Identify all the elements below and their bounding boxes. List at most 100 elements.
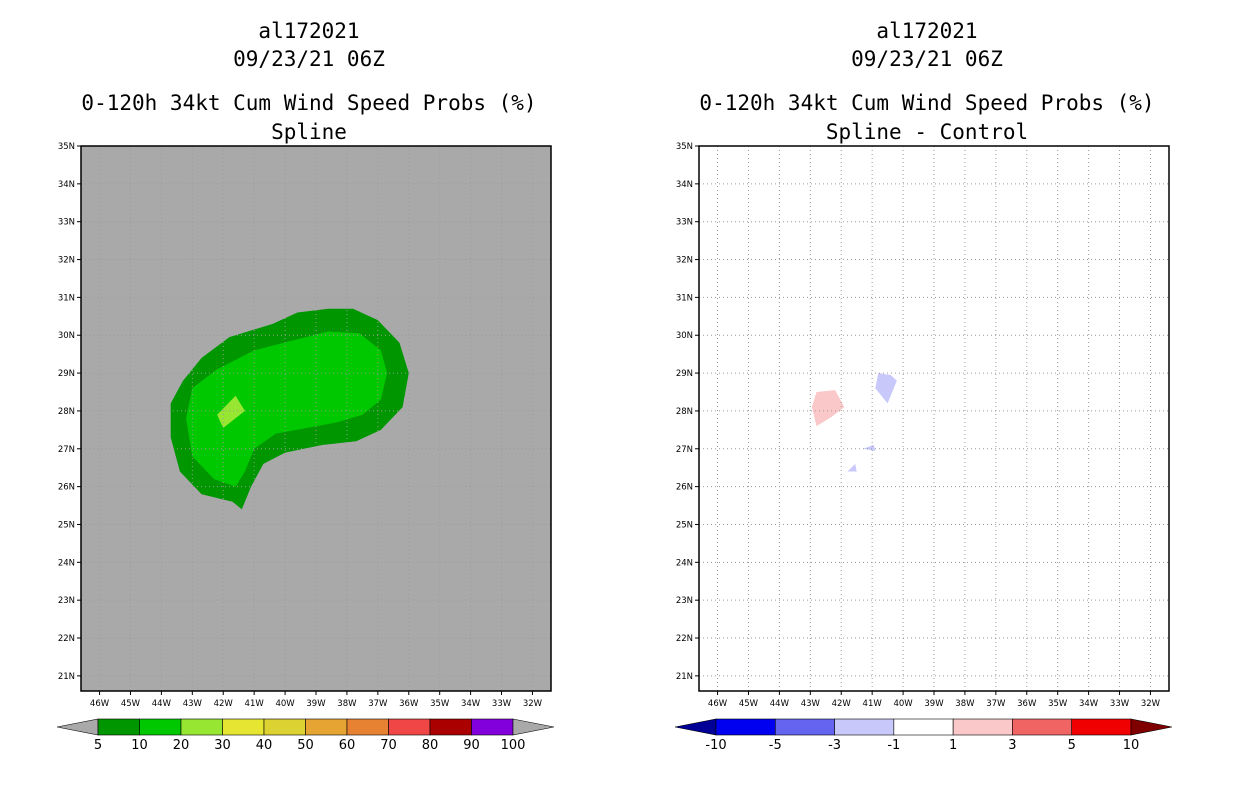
right-lon-label-14: 32W — [1141, 699, 1161, 709]
left-colorbar-swatch-6 — [346, 718, 389, 736]
right-lon-label-11: 35W — [1048, 699, 1068, 709]
right-lon-label-0: 46W — [708, 699, 728, 709]
left-colorbar-label-7: 70 — [380, 738, 397, 753]
left-lat-label-4: 31N — [58, 293, 75, 303]
right-lat-label-12: 23N — [676, 596, 693, 606]
left-lon-label-14: 32W — [523, 699, 543, 709]
left-colorbar-swatch-2 — [180, 718, 223, 736]
left-lon-label-0: 46W — [90, 699, 110, 709]
right-colorbar-label-4: 1 — [949, 738, 957, 753]
left-colorbar-high-extend — [512, 718, 555, 736]
left-colorbar-low-extend — [56, 718, 99, 736]
right-colorbar-swatch-5 — [1012, 718, 1073, 736]
left-lon-label-12: 34W — [461, 699, 481, 709]
left-colorbar-label-0: 5 — [94, 738, 102, 753]
right-lon-label-10: 36W — [1017, 699, 1037, 709]
left-lon-label-4: 42W — [214, 699, 234, 709]
right-colorbar-label-0: -10 — [705, 738, 726, 753]
right-lat-label-5: 30N — [676, 331, 693, 341]
left-lat-label-7: 28N — [58, 407, 75, 417]
left-colorbar-swatch-0 — [97, 718, 140, 736]
left-lat-label-12: 23N — [58, 596, 75, 606]
left-colorbar-label-9: 90 — [463, 738, 480, 753]
right-lat-label-2: 33N — [676, 218, 693, 228]
right-lon-label-13: 33W — [1110, 699, 1130, 709]
left-lat-label-5: 30N — [58, 331, 75, 341]
left-colorbar-swatch-4 — [263, 718, 306, 736]
right-lon-label-9: 37W — [986, 699, 1006, 709]
left-chart-subtitle: Spline — [271, 120, 347, 144]
left-datetime: 09/23/21 06Z — [233, 47, 385, 71]
left-lon-label-5: 41W — [245, 699, 265, 709]
left-colorbar-label-5: 50 — [297, 738, 314, 753]
right-lat-label-8: 27N — [676, 445, 693, 455]
right-lat-label-14: 21N — [676, 672, 693, 682]
left-colorbar-swatch-9 — [471, 718, 514, 736]
right-lat-label-1: 34N — [676, 180, 693, 190]
right-colorbar-swatch-4 — [952, 718, 1013, 736]
right-map-panel: 35N 34N 33N 32N 31N 30N 29N 28N 27N 26N 25N 24N 23N 2… — [674, 142, 1173, 753]
left-lat-label-6: 29N — [58, 369, 75, 379]
right-lat-label-3: 32N — [676, 256, 693, 266]
left-lat-label-10: 25N — [58, 520, 75, 530]
right-contour-region-3 — [847, 463, 857, 472]
right-lat-label-0: 35N — [676, 142, 693, 152]
right-contour-region-1 — [875, 373, 897, 404]
left-map-panel: 35N 34N 33N 32N 31N 30N 29N 28N 27N 26N 25N 24N 23N 2… — [56, 142, 555, 753]
left-colorbar-label-10: 100 — [501, 738, 526, 753]
left-lon-label-10: 36W — [399, 699, 419, 709]
left-contour-region-1 — [186, 331, 388, 487]
right-colorbar-label-1: -5 — [769, 738, 782, 753]
right-lat-label-11: 24N — [676, 558, 693, 568]
right-colorbar-high-extend — [1130, 718, 1173, 736]
left-lon-label-3: 43W — [183, 699, 203, 709]
left-lat-label-9: 26N — [58, 483, 75, 493]
left-chart-title: 0-120h 34kt Cum Wind Speed Probs (%) — [81, 91, 537, 115]
right-colorbar-swatch-2 — [834, 718, 895, 736]
right-colorbar-label-7: 10 — [1123, 738, 1140, 753]
left-lon-label-6: 40W — [275, 699, 295, 709]
left-colorbar-label-3: 30 — [214, 738, 231, 753]
right-colorbar-swatch-1 — [774, 718, 835, 736]
right-colorbar-swatch-0 — [715, 718, 776, 736]
right-colorbar-label-2: -3 — [828, 738, 841, 753]
right-lat-label-7: 28N — [676, 407, 693, 417]
right-lat-label-9: 26N — [676, 483, 693, 493]
left-lat-label-1: 34N — [58, 180, 75, 190]
right-lon-label-6: 40W — [893, 699, 913, 709]
right-lat-label-10: 25N — [676, 520, 693, 530]
left-lat-label-8: 27N — [58, 445, 75, 455]
right-lon-label-3: 43W — [801, 699, 821, 709]
left-lon-label-2: 44W — [152, 699, 172, 709]
right-datetime: 09/23/21 06Z — [851, 47, 1003, 71]
left-colorbar-label-6: 60 — [339, 738, 356, 753]
right-lon-label-4: 42W — [832, 699, 852, 709]
right-chart-subtitle: Spline - Control — [825, 120, 1029, 144]
right-lon-label-5: 41W — [863, 699, 883, 709]
right-lon-label-1: 45W — [739, 699, 759, 709]
left-lat-label-3: 32N — [58, 256, 75, 266]
left-lon-label-13: 33W — [492, 699, 512, 709]
left-contour-region-2 — [217, 395, 245, 428]
right-lat-label-6: 29N — [676, 369, 693, 379]
left-lat-label-13: 22N — [58, 634, 75, 644]
left-lon-label-8: 38W — [337, 699, 357, 709]
left-lat-label-11: 24N — [58, 558, 75, 568]
left-lon-label-7: 39W — [306, 699, 326, 709]
right-lon-label-2: 44W — [770, 699, 790, 709]
right-lat-label-13: 22N — [676, 634, 693, 644]
right-lat-label-4: 31N — [676, 293, 693, 303]
left-lon-label-1: 45W — [121, 699, 141, 709]
right-colorbar-label-5: 3 — [1008, 738, 1016, 753]
right-colorbar-label-6: 5 — [1068, 738, 1076, 753]
left-colorbar-label-1: 10 — [131, 738, 148, 753]
left-colorbar-swatch-8 — [429, 718, 472, 736]
left-colorbar-label-2: 20 — [173, 738, 190, 753]
right-colorbar-swatch-3 — [893, 718, 954, 736]
left-colorbar-swatch-1 — [139, 718, 182, 736]
left-colorbar-label-8: 80 — [422, 738, 439, 753]
left-colorbar-swatch-7 — [388, 718, 431, 736]
left-colorbar-swatch-5 — [305, 718, 348, 736]
left-lon-label-9: 37W — [368, 699, 388, 709]
